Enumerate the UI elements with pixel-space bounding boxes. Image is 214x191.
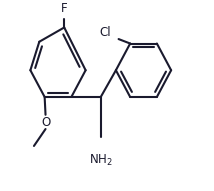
Text: Cl: Cl [100,26,111,39]
Text: O: O [41,116,50,129]
Text: NH$_2$: NH$_2$ [89,153,113,168]
Text: F: F [61,2,68,15]
